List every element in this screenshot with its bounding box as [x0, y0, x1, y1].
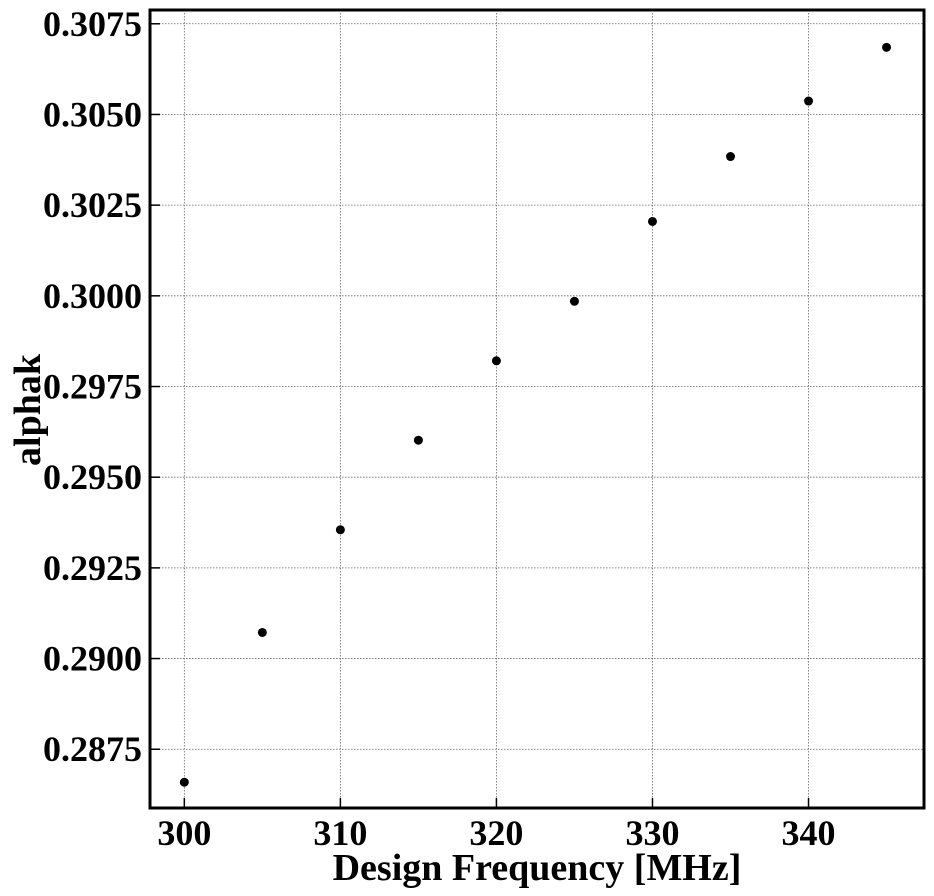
y-tick-label: 0.3075	[43, 4, 142, 44]
data-point	[179, 777, 189, 787]
x-tick-label: 340	[782, 813, 836, 853]
x-tick-label: 300	[157, 813, 211, 853]
y-tick-labels: 0.2875 0.2900 0.2925 0.2950 0.2975 0.3000 0.30…	[43, 4, 142, 769]
x-tick-labels: 300 310 320 330 340	[157, 813, 835, 853]
tick-marks	[150, 23, 810, 808]
x-tick-label: 320	[469, 813, 523, 853]
data-point	[257, 627, 267, 637]
plot-frame	[148, 8, 926, 810]
data-point	[726, 152, 735, 162]
data-points	[179, 42, 892, 787]
data-point	[491, 356, 501, 366]
x-axis-label: Design Frequency [MHz]	[333, 847, 742, 889]
y-tick-label: 0.3000	[43, 276, 142, 316]
y-tick-label: 0.2950	[43, 457, 142, 497]
grid	[150, 10, 924, 808]
y-tick-label: 0.2925	[43, 548, 142, 588]
data-point	[647, 216, 657, 226]
x-tick-label: 330	[625, 813, 679, 853]
y-axis-label: alphak	[7, 353, 49, 466]
x-tick-label: 310	[313, 813, 367, 853]
data-point	[804, 96, 814, 106]
data-point	[569, 296, 579, 306]
data-point	[882, 42, 892, 52]
y-tick-label: 0.2975	[43, 367, 142, 407]
y-tick-label: 0.3050	[43, 94, 142, 134]
data-point	[413, 435, 423, 445]
y-tick-label: 0.2900	[43, 639, 142, 679]
y-tick-label: 0.3025	[43, 185, 142, 225]
data-point	[335, 525, 345, 535]
y-tick-label: 0.2875	[43, 729, 142, 769]
